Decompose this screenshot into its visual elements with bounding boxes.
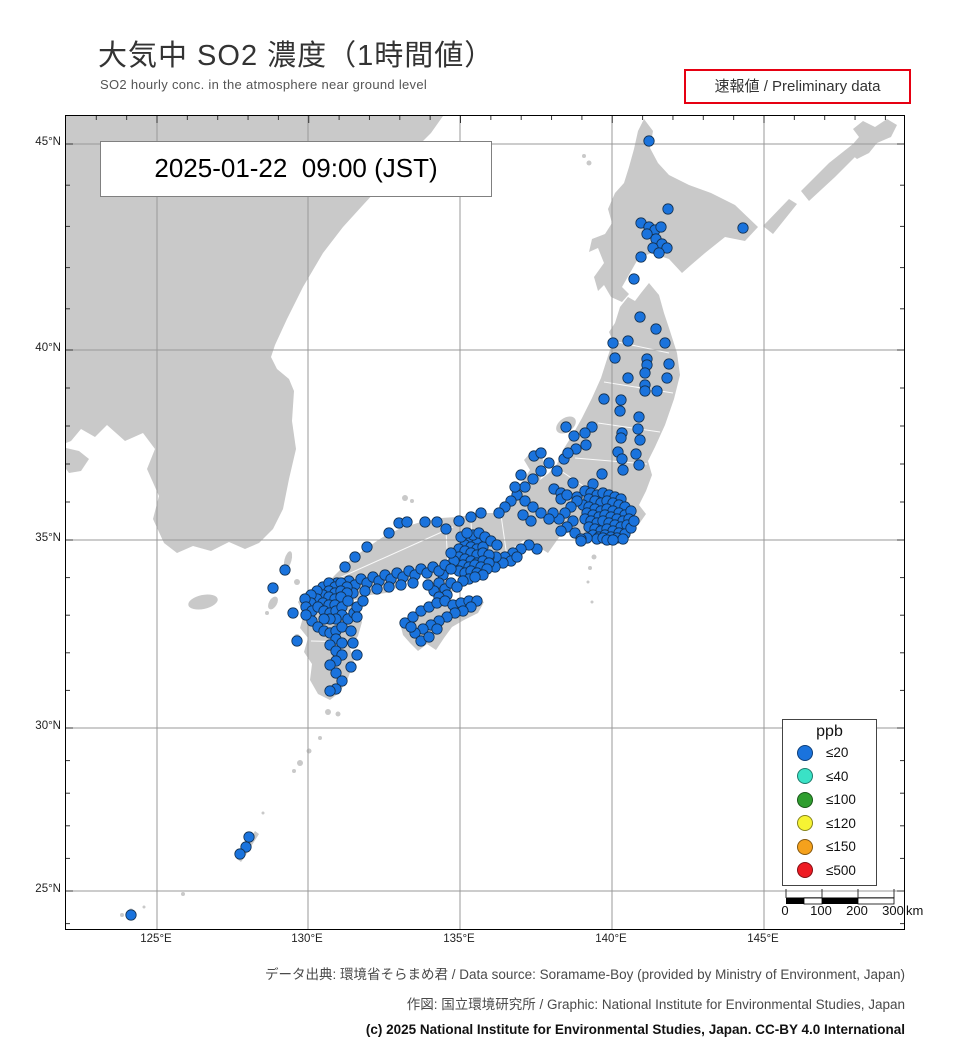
japan-so2-map [66, 116, 904, 929]
legend-swatch-le100 [797, 791, 813, 808]
lat-label-45n: 45°N [35, 136, 61, 148]
footer-data-source: データ出典: 環境省そらまめ君 / Data source: Soramame-… [265, 967, 905, 982]
legend-swatch-le120 [797, 815, 813, 832]
map-frame [65, 115, 905, 930]
timestamp-box: 2025-01-22 09:00 (JST) [100, 141, 492, 197]
legend-item-le150: ≤150 [783, 835, 876, 859]
legend-swatch-le20 [797, 744, 813, 761]
scale-bar-labels: 0 100 200 300 km [781, 903, 924, 918]
lon-label-145e: 145°E [747, 933, 779, 945]
lon-label-130e: 130°E [291, 933, 323, 945]
axis-ticks [66, 116, 904, 925]
lat-label-30n: 30°N [35, 720, 61, 732]
lon-label-140e: 140°E [595, 933, 627, 945]
lat-label-35n: 35°N [35, 532, 61, 544]
preliminary-data-badge: 速報値 / Preliminary data [684, 69, 911, 104]
lon-label-135e: 135°E [443, 933, 475, 945]
legend-item-le40: ≤40 [783, 765, 876, 789]
station-dots-layer [125, 135, 749, 921]
legend-item-le100: ≤100 [783, 788, 876, 812]
legend-swatch-le150 [797, 838, 813, 855]
lat-label-25n: 25°N [35, 883, 61, 895]
page-subtitle: SO2 hourly conc. in the atmosphere near … [100, 77, 428, 92]
scale-bar [785, 889, 895, 905]
page-title: 大気中 SO2 濃度（1時間値） [98, 40, 495, 72]
legend: ppb ≤20 ≤40 ≤100 ≤120 ≤150 ≤500 [782, 719, 877, 886]
lon-label-125e: 125°E [140, 933, 172, 945]
legend-swatch-le40 [797, 768, 813, 785]
footer-copyright: (c) 2025 National Institute for Environm… [365, 1022, 905, 1037]
legend-item-le500: ≤500 [783, 859, 876, 883]
legend-swatch-le500 [797, 862, 813, 879]
lat-label-40n: 40°N [35, 342, 61, 354]
legend-title: ppb [816, 723, 843, 740]
legend-item-le120: ≤120 [783, 812, 876, 836]
footer-graphic-credit: 作図: 国立環境研究所 / Graphic: National Institut… [406, 997, 905, 1012]
legend-item-le20: ≤20 [783, 741, 876, 765]
scale-bar-unit: km [906, 903, 924, 918]
